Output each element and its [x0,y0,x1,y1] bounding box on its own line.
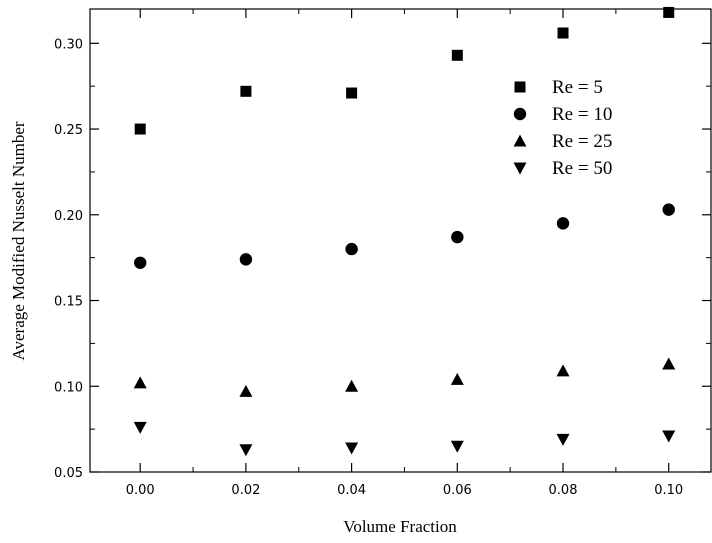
data-point-series-4 [133,421,147,434]
y-tick-label: 0.25 [54,123,83,138]
data-point-series-2 [662,203,675,216]
data-point-series-1 [557,27,569,39]
legend-marker-series-4 [513,162,527,175]
data-point-series-3 [345,379,359,392]
data-point-series-3 [662,357,676,370]
legend-marker-series-3 [513,134,527,147]
data-point-series-3 [133,376,147,389]
data-point-series-3 [556,364,570,377]
data-point-series-2 [556,217,570,230]
data-point-series-1 [240,85,252,97]
data-point-series-3 [450,372,464,385]
x-axis: 0.00 0.02 0.04 0.06 0.08 0.10 [126,9,683,498]
x-tick-label: 0.02 [231,483,260,498]
y-tick-label: 0.10 [54,380,83,395]
data-point-series-4 [345,442,359,455]
data-markers [133,6,676,457]
x-tick-label: 0.06 [443,483,472,498]
data-point-series-2 [345,242,358,256]
legend-label-series-1: Re = 5 [552,77,603,98]
data-point-series-4 [239,444,253,457]
data-point-series-1 [663,6,675,18]
legend-label-series-4: Re = 50 [552,158,612,179]
y-tick-label: 0.15 [54,295,83,310]
y-tick-label: 0.30 [54,37,83,52]
legend-marker-series-2 [513,107,527,121]
x-tick-label: 0.08 [549,483,578,498]
legend-label-series-3: Re = 25 [552,131,612,152]
y-axis-label: Average Modified Nusselt Number [9,121,28,360]
data-point-series-4 [662,430,676,443]
plot-area-frame [89,8,712,473]
data-point-series-3 [239,384,253,397]
y-axis: 0.05 0.10 0.15 0.20 0.25 0.30 [54,37,711,481]
data-point-series-4 [450,440,464,453]
x-tick-label: 0.00 [126,483,155,498]
x-tick-label: 0.10 [654,483,683,498]
data-point-series-2 [239,253,253,266]
data-point-series-1 [346,87,358,99]
legend-label-series-2: Re = 10 [552,104,612,125]
data-point-series-4 [556,433,570,446]
data-point-series-1 [451,49,463,61]
x-tick-label: 0.04 [337,483,366,498]
data-point-series-2 [451,230,464,244]
y-tick-label: 0.05 [54,466,83,481]
data-point-series-1 [134,123,146,135]
legend-marker-series-1 [514,81,526,93]
x-axis-label: Volume Fraction [343,517,457,536]
data-point-series-2 [134,256,147,269]
y-tick-label: 0.20 [54,209,83,224]
legend: Re = 5 Re = 10 Re = 25 Re = 50 [513,77,612,179]
